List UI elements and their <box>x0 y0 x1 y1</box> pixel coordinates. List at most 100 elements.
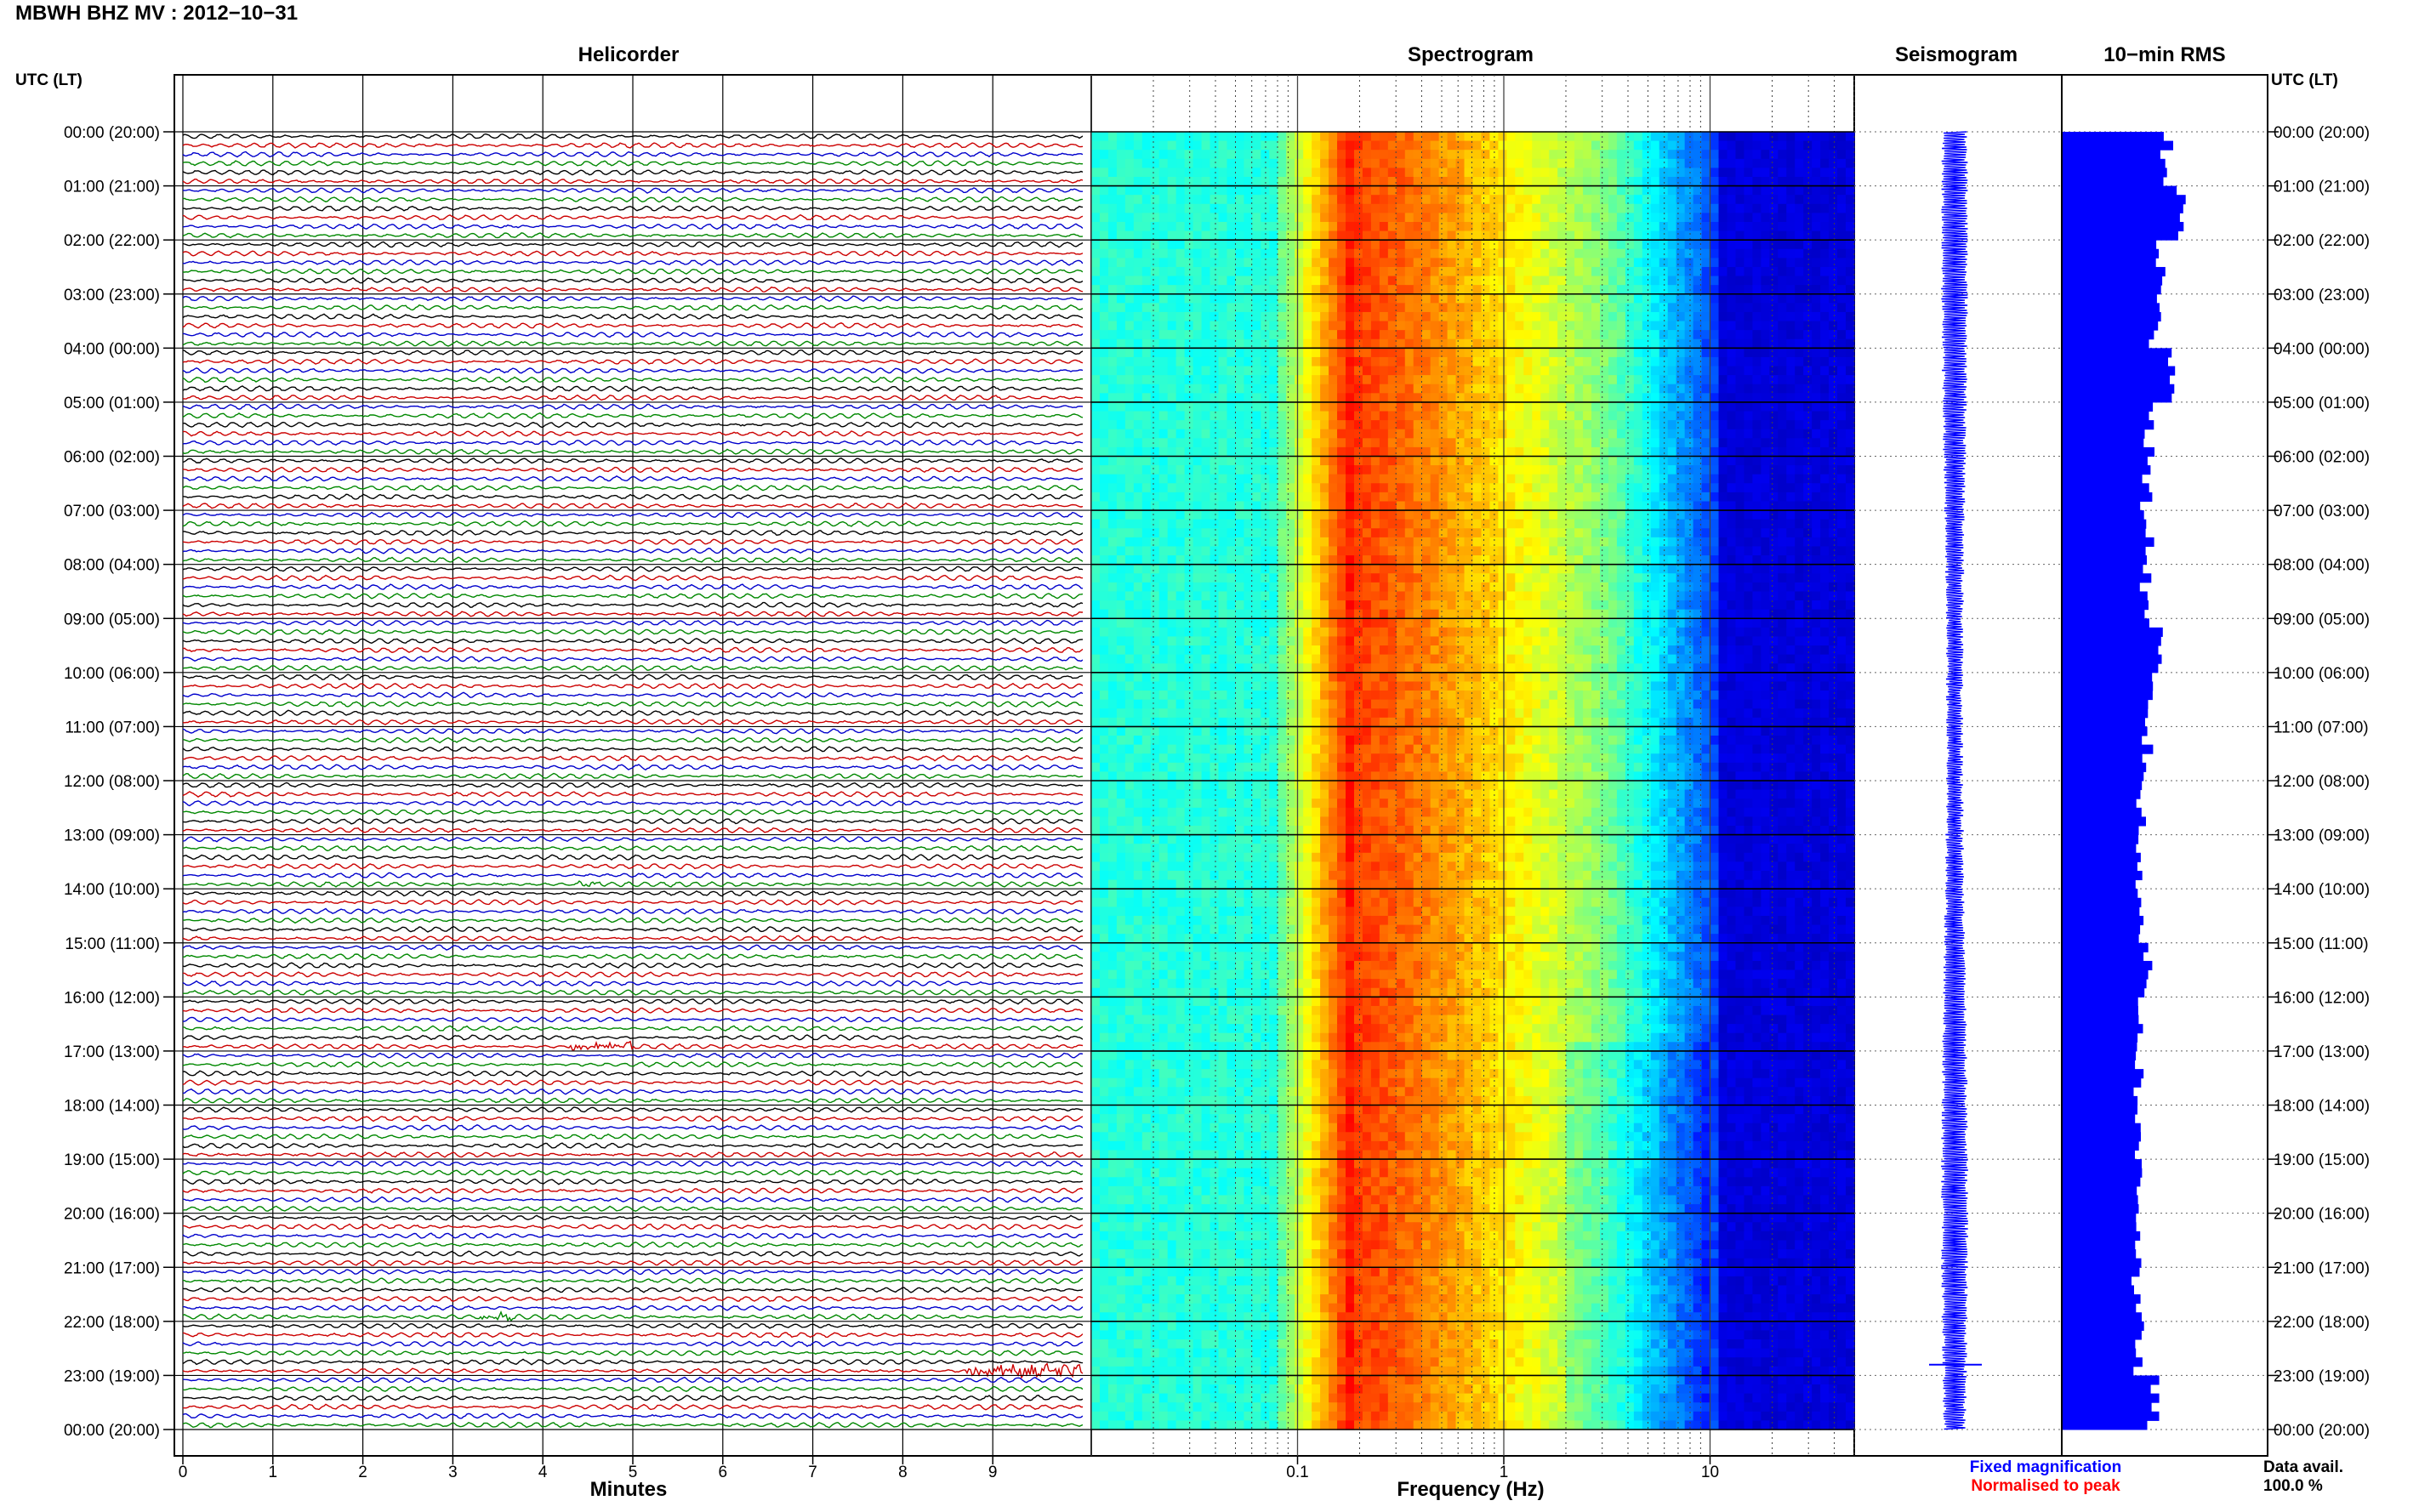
spectrogram-cell <box>1659 303 1669 313</box>
spectrogram-cell <box>1303 375 1312 385</box>
spectrogram-cell <box>1515 411 1524 421</box>
spectrogram-cell <box>1192 338 1203 349</box>
spectrogram-cell <box>1701 203 1711 213</box>
spectrogram-cell <box>1353 375 1363 385</box>
spectrogram-cell <box>1244 150 1253 160</box>
spectrogram-cell <box>1803 573 1813 583</box>
spectrogram-cell <box>1252 366 1261 376</box>
spectrogram-cell <box>1532 582 1541 593</box>
spectrogram-cell <box>1472 510 1483 520</box>
spectrogram-cell <box>1803 501 1813 511</box>
spectrogram-cell <box>1557 356 1567 367</box>
spectrogram-cell <box>1583 176 1592 187</box>
spectrogram-cell <box>1184 221 1194 232</box>
spectrogram-cell <box>1778 276 1787 286</box>
spectrogram-cell <box>1566 546 1575 556</box>
spectrogram-cell <box>1846 519 1855 529</box>
spectrogram-cell <box>1616 483 1626 493</box>
spectrogram-cell <box>1286 221 1295 232</box>
spectrogram-cell <box>1600 537 1609 548</box>
spectrogram-cell <box>1829 356 1838 367</box>
spectrogram-cell <box>1693 474 1703 484</box>
spectrogram-cell <box>1506 411 1516 421</box>
spectrogram-cell <box>1091 132 1101 142</box>
spectrogram-cell <box>1353 429 1363 439</box>
spectrogram-cell <box>1642 293 1652 304</box>
spectrogram-cell <box>1684 330 1694 340</box>
spectrogram-cell <box>1583 258 1592 268</box>
spectrogram-cell <box>1744 600 1753 611</box>
spectrogram-cell <box>1523 185 1533 196</box>
spectrogram-cell <box>1566 195 1575 205</box>
spectrogram-cell <box>1261 446 1270 458</box>
spectrogram-cell <box>1252 168 1261 178</box>
spectrogram-cell <box>1481 321 1491 331</box>
spectrogram-cell <box>1124 230 1135 241</box>
spectrogram-cell <box>1583 168 1592 178</box>
spectrogram-cell <box>1676 293 1686 304</box>
spectrogram-cell <box>1210 258 1220 268</box>
spectrogram-cell <box>1718 221 1728 232</box>
spectrogram-cell <box>1769 348 1779 358</box>
spectrogram-cell <box>1346 338 1355 349</box>
spectrogram-cell <box>1616 158 1626 168</box>
spectrogram-cell <box>1158 420 1169 430</box>
spectrogram-cell <box>1727 230 1737 241</box>
spectrogram-cell <box>1684 438 1694 448</box>
spectrogram-cell <box>1752 338 1762 349</box>
spectrogram-cell <box>1353 582 1363 593</box>
spectrogram-cell <box>1158 429 1169 439</box>
spectrogram-cell <box>1489 338 1499 349</box>
spectrogram-cell <box>1353 176 1363 187</box>
spectrogram-cell <box>1684 446 1694 458</box>
spectrogram-cell <box>1727 582 1737 593</box>
spectrogram-cell <box>1540 483 1550 493</box>
spectrogram-cell <box>1795 168 1804 178</box>
spectrogram-cell <box>1167 276 1177 286</box>
spectrogram-cell <box>1650 230 1660 241</box>
spectrogram-cell <box>1846 311 1855 322</box>
spectrogram-cell <box>1218 600 1228 611</box>
spectrogram-cell <box>1141 519 1152 529</box>
spectrogram-cell <box>1141 528 1152 538</box>
spectrogram-cell <box>1362 258 1372 268</box>
spectrogram-cell <box>1192 555 1203 566</box>
spectrogram-cell <box>1549 384 1558 394</box>
spectrogram-cell <box>1532 501 1541 511</box>
spectrogram-cell <box>1329 456 1338 466</box>
spectrogram-cell <box>1625 348 1635 358</box>
spectrogram-cell <box>1701 303 1711 313</box>
spectrogram-cell <box>1583 311 1592 322</box>
spectrogram-cell <box>1099 401 1109 412</box>
spectrogram-cell <box>1455 195 1466 205</box>
spectrogram-cell <box>1769 213 1779 223</box>
spectrogram-cell <box>1735 168 1745 178</box>
spectrogram-cell <box>1710 591 1720 601</box>
spectrogram-cell <box>1320 465 1329 475</box>
spectrogram-cell <box>1370 546 1380 556</box>
spectrogram-cell <box>1396 438 1406 448</box>
spectrogram-cell <box>1642 321 1652 331</box>
spectrogram-cell <box>1710 438 1720 448</box>
spectrogram-cell <box>1396 132 1406 142</box>
spectrogram-cell <box>1346 546 1355 556</box>
spectrogram-cell <box>1158 609 1169 619</box>
spectrogram-cell <box>1472 555 1483 566</box>
spectrogram-cell <box>1455 564 1466 574</box>
spectrogram-cell <box>1600 140 1609 151</box>
spectrogram-cell <box>1278 266 1287 277</box>
spectrogram-cell <box>1107 456 1118 466</box>
spectrogram-cell <box>1227 303 1237 313</box>
spectrogram-cell <box>1608 185 1618 196</box>
spectrogram-cell <box>1329 285 1338 295</box>
spectrogram-cell <box>1633 420 1643 430</box>
spectrogram-cell <box>1447 150 1457 160</box>
spectrogram-cell <box>1184 474 1194 484</box>
spectrogram-cell <box>1430 465 1440 475</box>
spectrogram-cell <box>1659 348 1669 358</box>
spectrogram-cell <box>1201 401 1211 412</box>
spectrogram-cell <box>1210 150 1220 160</box>
spectrogram-cell <box>1158 564 1169 574</box>
spectrogram-cell <box>1761 158 1770 168</box>
spectrogram-cell <box>1600 258 1609 268</box>
